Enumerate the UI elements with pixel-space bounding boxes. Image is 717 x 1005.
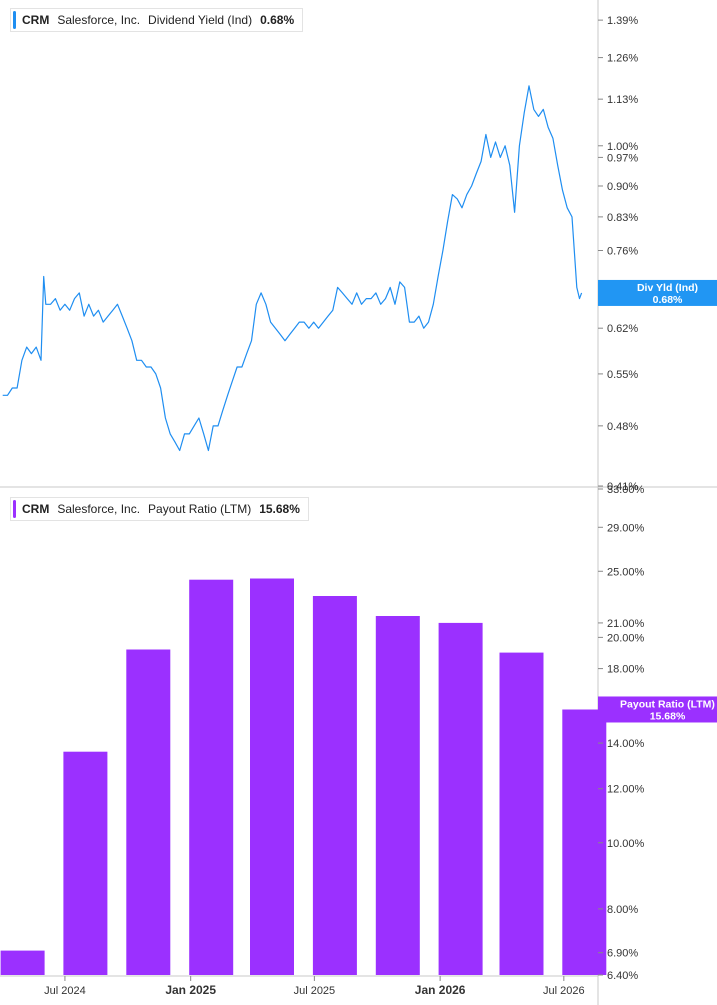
payout-ratio-bar[interactable] (126, 649, 171, 976)
y-tick-label: 1.13% (607, 94, 638, 106)
y-tick-label: 1.26% (607, 53, 638, 65)
value-tags: Div Yld (Ind)0.68% Payout Ratio (LTM)15.6… (598, 279, 717, 723)
legend-company-name: Salesforce, Inc. (57, 13, 141, 27)
y-tick-label: 8.00% (607, 904, 638, 916)
dividend-yield-panel (2, 85, 583, 452)
y-tick-label: 10.00% (607, 838, 645, 850)
y-tick-label: 0.83% (607, 212, 638, 224)
payout-ratio-bar[interactable] (0, 950, 45, 975)
x-tick-label: Jul 2024 (44, 985, 86, 997)
y-tick-label: 6.90% (607, 948, 638, 960)
dividend-yield-y-axis: 1.39% 1.26% 1.13% 1.00%0.97% 0.90% 0.83% 0.76%… (598, 15, 638, 493)
legend-metric-name: Payout Ratio (LTM) (148, 502, 252, 516)
series-color-swatch (13, 500, 16, 518)
payout-ratio-legend[interactable]: CRM Salesforce, Inc. Payout Ratio (LTM) … (10, 497, 309, 521)
legend-current-value: 0.68% (260, 13, 295, 27)
y-tick-label: 6.40% (607, 970, 638, 982)
date-x-axis: Jul 2024 Jan 2025 Jul 2025 Jan 2026 Jul 2026 (44, 976, 585, 997)
legend-ticker: CRM (22, 13, 50, 27)
legend-ticker: CRM (22, 502, 50, 516)
y-tick-label: 0.90% (607, 181, 638, 193)
legend-current-value: 15.68% (259, 502, 300, 516)
x-tick-label: Jul 2026 (543, 985, 585, 997)
dividend-yield-legend[interactable]: CRM Salesforce, Inc. Dividend Yield (Ind… (10, 8, 304, 32)
y-tick-label: 25.00% (607, 566, 645, 578)
dividend-yield-line (2, 85, 583, 452)
y-tick-label: 12.00% (607, 784, 645, 796)
legend-metric-name: Dividend Yield (Ind) (148, 13, 253, 27)
y-tick-label: 1.39% (607, 15, 638, 27)
payout-ratio-bar[interactable] (562, 709, 607, 976)
payout-ratio-bar[interactable] (189, 579, 234, 975)
y-tick-label: 0.41% (607, 481, 638, 493)
y-tick-label: 29.00% (607, 522, 645, 534)
payout-ratio-current-tag: Payout Ratio (LTM)15.68% (598, 696, 717, 723)
legend-company-name: Salesforce, Inc. (57, 502, 141, 516)
y-tick-label: 0.62% (607, 323, 638, 335)
y-tick-label: 21.00% (607, 618, 645, 630)
y-tick-label: 0.48% (607, 421, 638, 433)
dividend-yield-current-tag: Div Yld (Ind)0.68% (598, 279, 717, 306)
payout-ratio-bar[interactable] (375, 616, 420, 975)
payout-ratio-bar[interactable] (312, 596, 357, 975)
payout-ratio-bar[interactable] (63, 751, 108, 975)
y-tick-label: 18.00% (607, 664, 645, 676)
y-tick-label: 0.55% (607, 369, 638, 381)
y-tick-label: 0.97% (607, 152, 638, 164)
tag-value: 15.68% (650, 710, 686, 722)
tag-label: Div Yld (Ind) (637, 282, 698, 294)
payout-ratio-y-axis: 33.00% 29.00% 25.00% 21.00% 20.00% 18.00% 14.0… (598, 484, 645, 982)
y-tick-label: 1.00% (607, 141, 638, 153)
payout-ratio-bar[interactable] (250, 578, 294, 976)
payout-ratio-panel (0, 578, 607, 976)
x-tick-label: Jan 2026 (415, 983, 466, 997)
y-tick-label: 33.00% (607, 484, 645, 496)
x-tick-label: Jul 2025 (294, 985, 336, 997)
x-tick-label: Jan 2025 (165, 983, 216, 997)
y-tick-label: 0.76% (607, 246, 638, 258)
y-tick-label: 14.00% (607, 738, 645, 750)
tag-label: Payout Ratio (LTM) (620, 698, 715, 710)
tag-value: 0.68% (653, 294, 683, 306)
payout-ratio-bar[interactable] (499, 652, 544, 975)
payout-ratio-bar[interactable] (438, 622, 483, 975)
y-tick-label: 20.00% (607, 632, 645, 644)
series-color-swatch (13, 11, 16, 29)
